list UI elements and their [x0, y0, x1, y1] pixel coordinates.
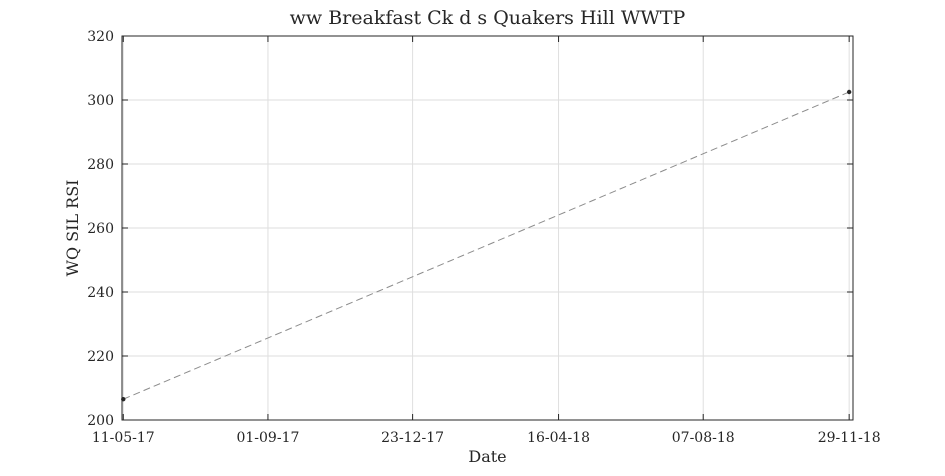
y-tick-label: 300 [87, 93, 114, 109]
x-axis-label: Date [468, 447, 506, 466]
x-tick-label: 23-12-17 [381, 430, 444, 446]
data-point [846, 89, 852, 95]
y-tick-label: 240 [87, 285, 114, 301]
x-tick-label: 11-05-17 [92, 430, 155, 446]
ticks-layer: 11-05-17 01-09-17 23-12-17 16-04-18 07-08-18… [87, 29, 880, 446]
x-tick-label: 16-04-18 [527, 430, 590, 446]
y-axis-label: WQ SIL RSI [63, 180, 82, 277]
series-line [123, 91, 850, 400]
y-tick-label: 280 [87, 157, 114, 173]
chart-title: ww Breakfast Ck d s Quakers Hill WWTP [290, 7, 686, 29]
y-tick-label: 200 [87, 413, 114, 429]
y-tick-label: 220 [87, 349, 114, 365]
x-tick-label: 07-08-18 [672, 430, 735, 446]
y-tick-label: 320 [87, 29, 114, 45]
x-tick-label: 01-09-17 [236, 430, 299, 446]
series-layer [121, 89, 852, 402]
data-point [121, 397, 126, 402]
x-tick-label: 29-11-18 [818, 430, 881, 446]
grid-layer [122, 35, 853, 421]
y-tick-label: 260 [87, 221, 114, 237]
